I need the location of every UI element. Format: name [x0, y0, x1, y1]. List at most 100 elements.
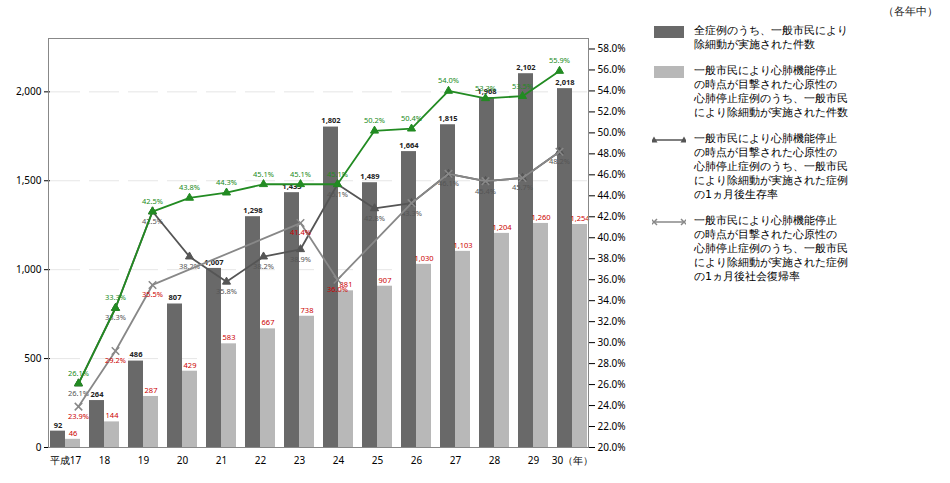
svg-text:30.0%: 30.0%: [598, 335, 626, 349]
svg-text:45.4%: 45.4%: [475, 186, 496, 196]
svg-text:21: 21: [216, 453, 227, 467]
svg-text:92: 92: [54, 420, 63, 430]
svg-text:23.9%: 23.9%: [68, 411, 89, 421]
svg-text:44.3%: 44.3%: [216, 177, 237, 187]
svg-text:平成17: 平成17: [50, 453, 82, 467]
svg-text:53.5%: 53.5%: [512, 81, 533, 91]
svg-text:1,298: 1,298: [243, 205, 263, 215]
svg-text:38.2%: 38.2%: [179, 261, 200, 271]
svg-text:33.3%: 33.3%: [105, 292, 126, 302]
svg-text:35.8%: 35.8%: [216, 286, 237, 296]
svg-text:43.8%: 43.8%: [179, 182, 200, 192]
svg-text:18: 18: [99, 453, 111, 467]
svg-text:20: 20: [177, 453, 189, 467]
svg-text:55.9%: 55.9%: [549, 55, 570, 65]
svg-text:24.0%: 24.0%: [598, 398, 626, 412]
svg-text:44.0%: 44.0%: [598, 188, 626, 202]
svg-text:486: 486: [130, 349, 144, 359]
svg-text:26: 26: [411, 453, 423, 467]
svg-text:50.4%: 50.4%: [401, 113, 422, 123]
svg-text:48.2%: 48.2%: [549, 156, 570, 166]
svg-text:35.5%: 35.5%: [142, 289, 163, 299]
svg-text:28.0%: 28.0%: [598, 356, 626, 370]
svg-text:56.0%: 56.0%: [598, 62, 626, 76]
svg-text:500: 500: [24, 351, 41, 365]
svg-text:22: 22: [255, 453, 267, 467]
svg-text:1,260: 1,260: [531, 212, 550, 222]
svg-text:19: 19: [138, 453, 150, 467]
svg-text:46: 46: [69, 428, 78, 438]
svg-text:36.0%: 36.0%: [598, 272, 626, 286]
svg-text:54.0%: 54.0%: [438, 75, 459, 85]
svg-text:38.2%: 38.2%: [253, 261, 274, 271]
svg-text:807: 807: [169, 292, 183, 302]
svg-text:1,433: 1,433: [282, 181, 301, 191]
svg-text:38.9%: 38.9%: [290, 254, 311, 264]
svg-text:20.0%: 20.0%: [598, 440, 626, 454]
svg-text:1,204: 1,204: [492, 222, 512, 232]
svg-text:46.0%: 46.0%: [598, 167, 626, 181]
svg-text:45.1%: 45.1%: [327, 169, 348, 179]
svg-text:22.0%: 22.0%: [598, 419, 626, 433]
svg-text:24: 24: [333, 453, 345, 467]
svg-text:1,664: 1,664: [399, 140, 419, 150]
svg-text:26.1%: 26.1%: [68, 368, 89, 378]
svg-text:42.8%: 42.8%: [364, 213, 385, 223]
svg-text:287: 287: [145, 385, 158, 395]
svg-text:50.0%: 50.0%: [598, 125, 626, 139]
svg-text:26.0%: 26.0%: [598, 377, 626, 391]
svg-text:881: 881: [340, 279, 353, 289]
svg-text:0: 0: [36, 440, 42, 454]
svg-text:45.7%: 45.7%: [512, 182, 533, 192]
svg-text:32.0%: 32.0%: [598, 314, 626, 328]
svg-text:45.1%: 45.1%: [327, 189, 348, 199]
svg-text:40.0%: 40.0%: [598, 230, 626, 244]
svg-text:50.2%: 50.2%: [364, 115, 385, 125]
svg-text:36.0%: 36.0%: [327, 284, 348, 294]
svg-text:1,815: 1,815: [438, 113, 457, 123]
svg-text:1,103: 1,103: [453, 240, 472, 250]
svg-text:1,030: 1,030: [414, 253, 433, 263]
svg-text:429: 429: [184, 360, 197, 370]
svg-text:144: 144: [106, 410, 120, 420]
svg-text:29.2%: 29.2%: [105, 355, 126, 365]
svg-text:34.0%: 34.0%: [598, 293, 626, 307]
svg-text:907: 907: [379, 275, 392, 285]
svg-text:2,000: 2,000: [16, 84, 42, 98]
svg-text:58.0%: 58.0%: [598, 41, 626, 55]
svg-text:28: 28: [489, 453, 501, 467]
svg-text:1,007: 1,007: [204, 257, 224, 267]
svg-text:42.5%: 42.5%: [142, 196, 163, 206]
svg-text:30（年）: 30（年）: [552, 453, 593, 467]
svg-text:1,500: 1,500: [16, 173, 42, 187]
svg-text:48.0%: 48.0%: [598, 146, 626, 160]
svg-text:42.0%: 42.0%: [598, 209, 626, 223]
svg-text:53.3%: 53.3%: [475, 83, 496, 93]
svg-text:2,102: 2,102: [516, 62, 536, 72]
svg-text:1,802: 1,802: [321, 115, 341, 125]
svg-text:52.0%: 52.0%: [598, 104, 626, 118]
svg-text:27: 27: [450, 453, 462, 467]
svg-text:1,000: 1,000: [16, 262, 42, 276]
svg-text:1,254: 1,254: [570, 213, 590, 223]
svg-text:42.5%: 42.5%: [142, 216, 163, 226]
svg-text:29: 29: [528, 453, 540, 467]
svg-text:264: 264: [91, 389, 105, 399]
svg-text:583: 583: [223, 332, 236, 342]
svg-text:26.1%: 26.1%: [68, 388, 89, 398]
svg-text:54.0%: 54.0%: [598, 83, 626, 97]
svg-text:667: 667: [262, 317, 275, 327]
svg-text:46.1%: 46.1%: [438, 178, 459, 188]
svg-text:1,489: 1,489: [360, 171, 380, 181]
svg-text:45.1%: 45.1%: [290, 169, 311, 179]
svg-text:23: 23: [294, 453, 306, 467]
svg-text:1,968: 1,968: [477, 86, 497, 96]
svg-text:738: 738: [301, 305, 314, 315]
svg-text:41.4%: 41.4%: [290, 227, 311, 237]
svg-text:38.0%: 38.0%: [598, 251, 626, 265]
svg-text:25: 25: [372, 453, 384, 467]
svg-text:43.3%: 43.3%: [401, 208, 422, 218]
svg-text:45.1%: 45.1%: [253, 169, 274, 179]
svg-text:2,018: 2,018: [555, 77, 575, 87]
svg-text:33.3%: 33.3%: [105, 312, 126, 322]
